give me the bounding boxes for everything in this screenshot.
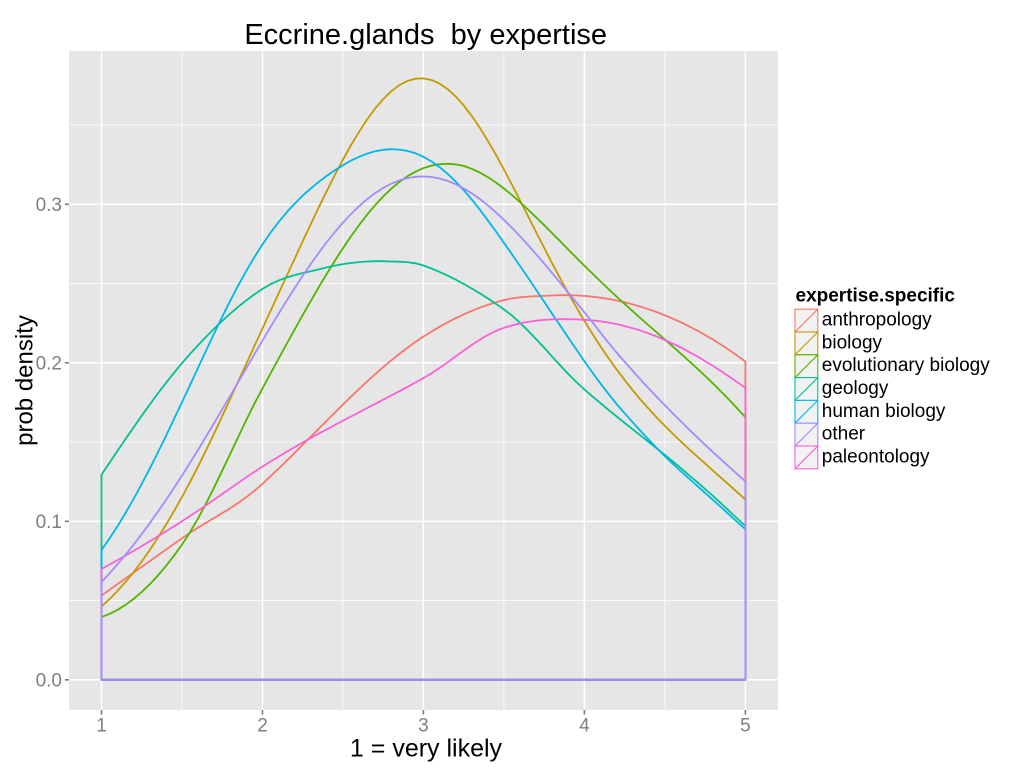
svg-text:1 = very likely: 1 = very likely xyxy=(350,734,503,762)
svg-text:4: 4 xyxy=(579,716,590,737)
svg-text:prob density: prob density xyxy=(12,315,39,446)
svg-text:human biology: human biology xyxy=(822,401,946,422)
svg-text:0.3: 0.3 xyxy=(36,195,62,216)
svg-text:0.2: 0.2 xyxy=(36,354,62,375)
svg-text:geology: geology xyxy=(822,378,889,399)
svg-text:5: 5 xyxy=(740,716,751,737)
svg-text:Eccrine.glands by expertise: Eccrine.glands by expertise xyxy=(244,19,607,51)
svg-text:other: other xyxy=(822,424,866,445)
svg-text:0.1: 0.1 xyxy=(36,512,62,533)
svg-text:anthropology: anthropology xyxy=(822,310,932,331)
svg-text:expertise.specific: expertise.specific xyxy=(796,285,956,306)
svg-text:1: 1 xyxy=(96,716,107,737)
svg-text:biology: biology xyxy=(822,332,883,353)
svg-text:2: 2 xyxy=(257,716,268,737)
svg-text:3: 3 xyxy=(418,716,429,737)
svg-text:paleontology: paleontology xyxy=(822,446,930,467)
svg-text:evolutionary biology: evolutionary biology xyxy=(822,355,990,376)
svg-text:0.0: 0.0 xyxy=(36,671,62,692)
